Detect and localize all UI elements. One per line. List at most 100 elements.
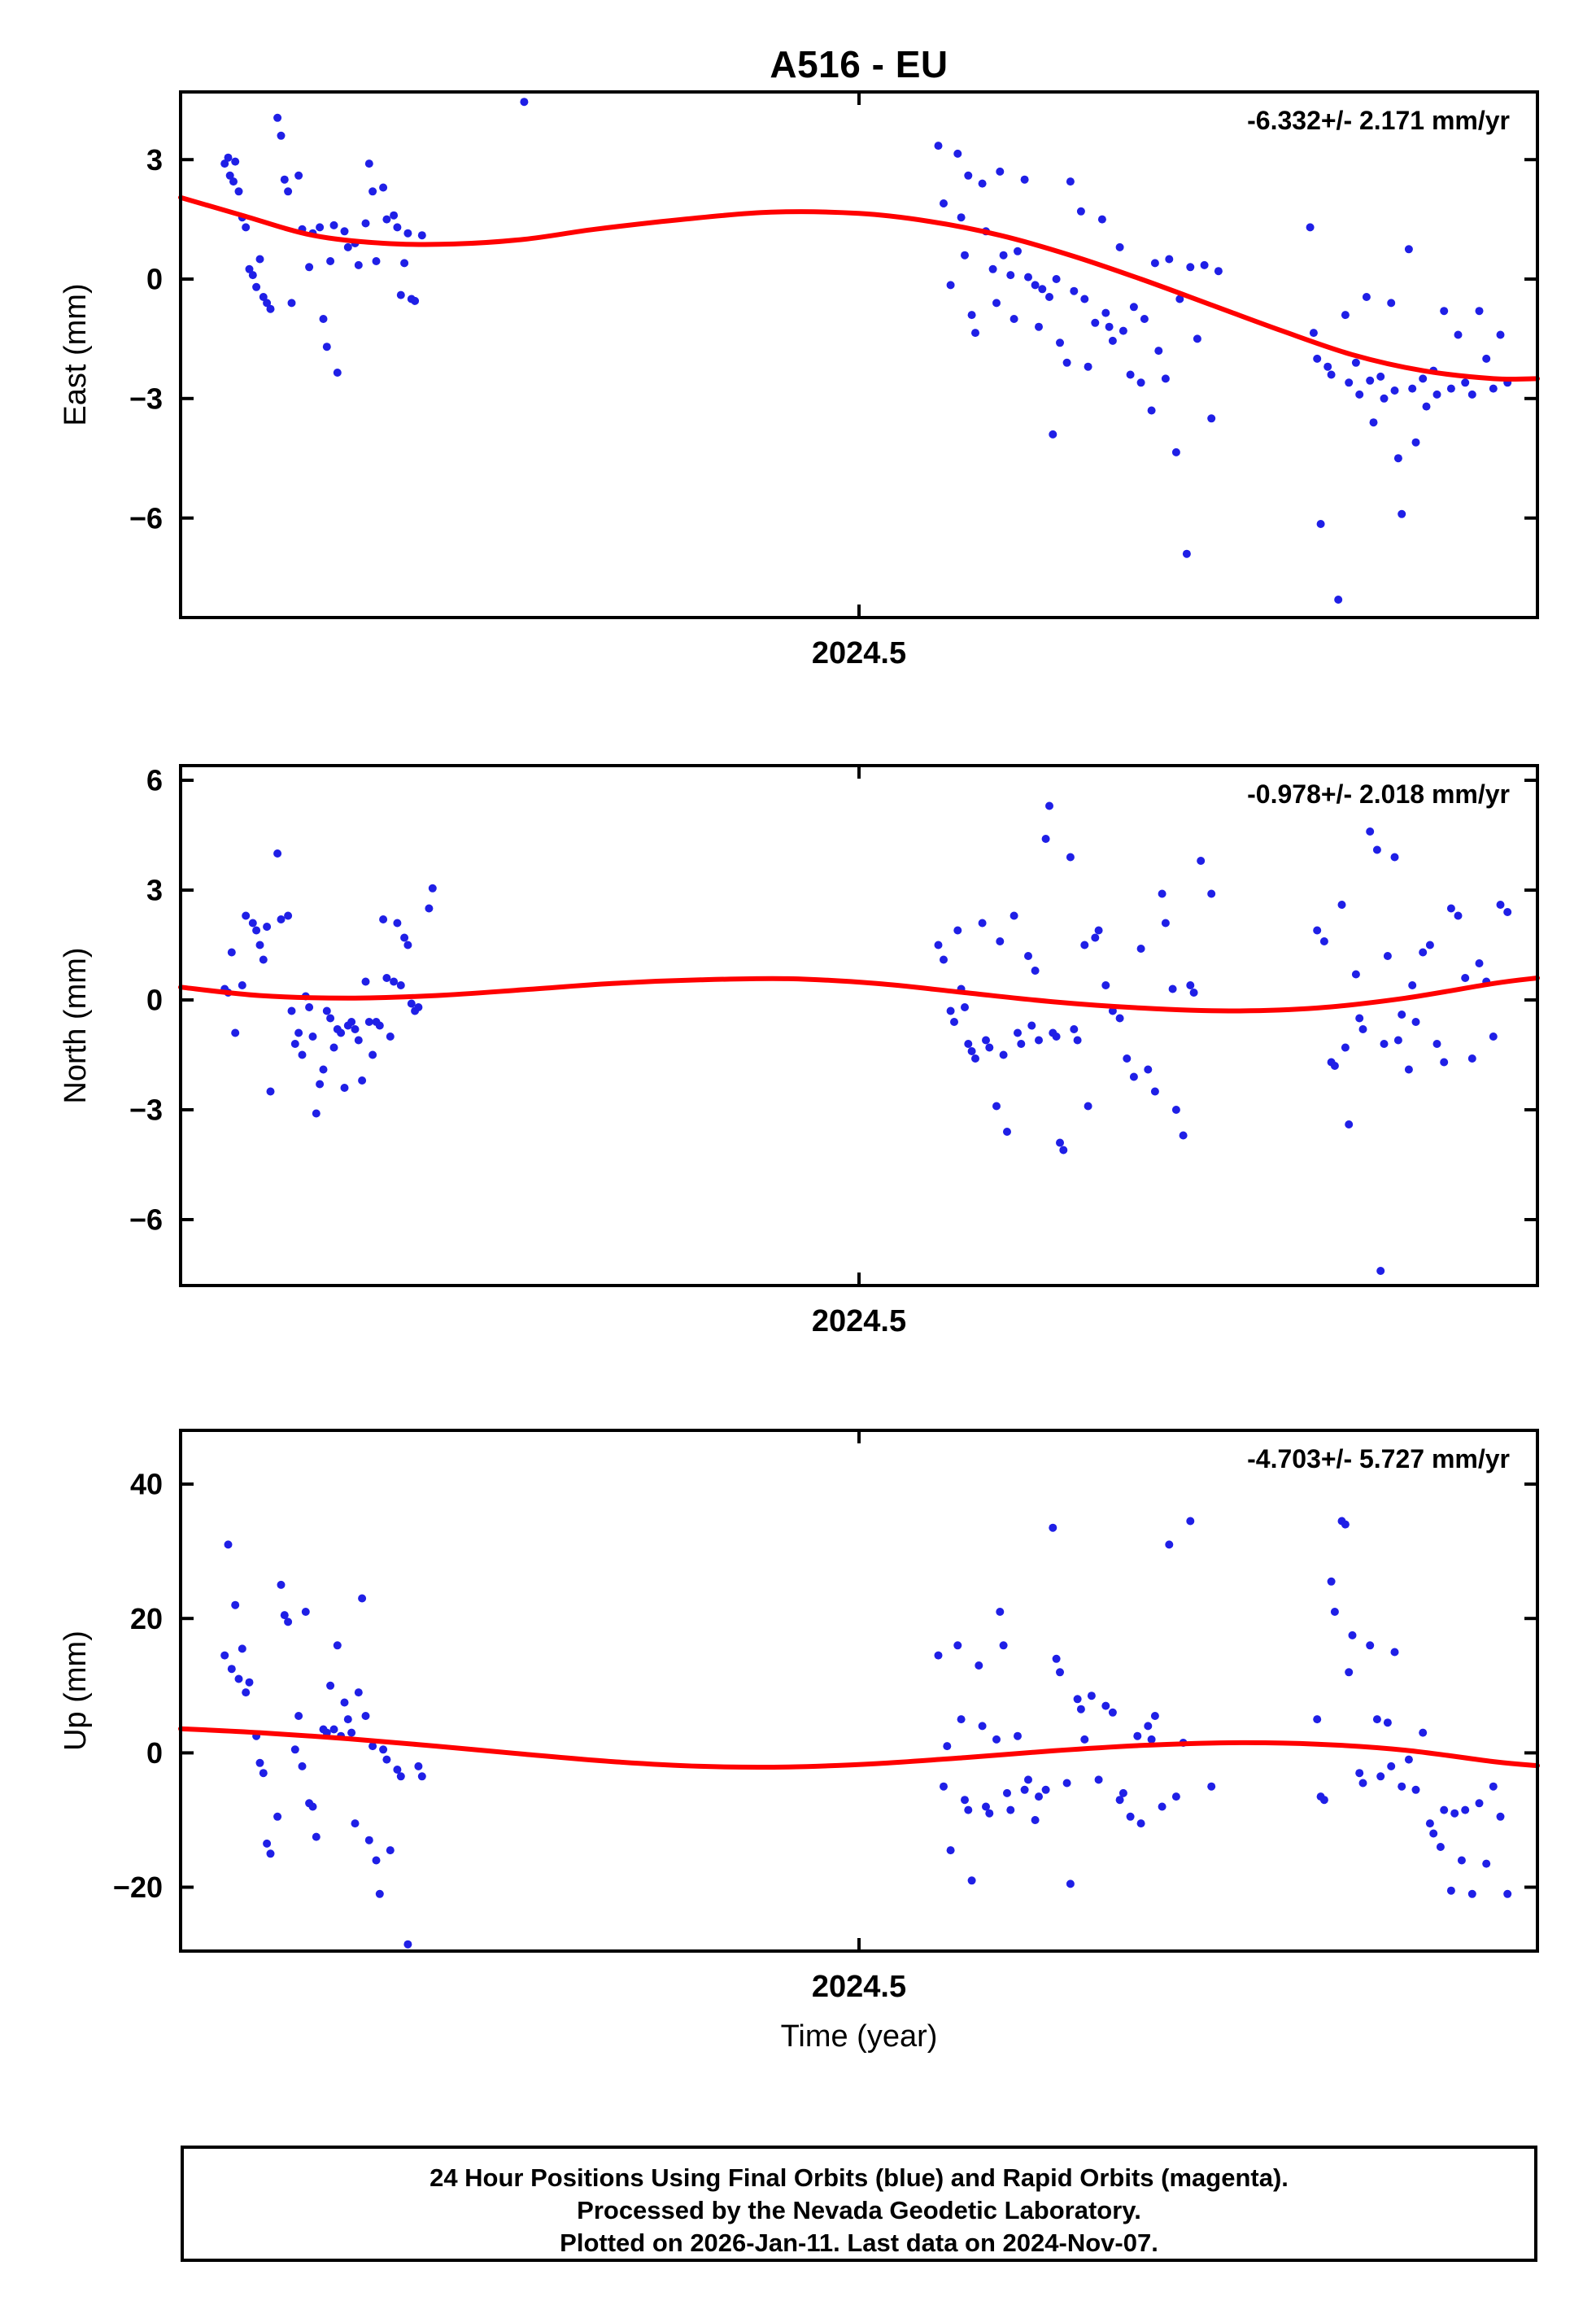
data-point xyxy=(1101,981,1110,989)
data-point xyxy=(1461,974,1470,982)
data-point xyxy=(252,282,261,291)
y-tick-label: −6 xyxy=(129,1203,163,1237)
data-point xyxy=(1355,1769,1364,1778)
data-point xyxy=(294,1028,303,1037)
data-point xyxy=(231,1600,240,1609)
data-point xyxy=(967,311,976,320)
data-point xyxy=(1024,1775,1032,1784)
data-point xyxy=(999,251,1008,260)
data-point xyxy=(224,1540,233,1549)
y-axis-title: Up (mm) xyxy=(59,1631,93,1751)
data-point xyxy=(1398,1011,1406,1019)
data-point xyxy=(351,1819,360,1828)
data-point xyxy=(414,1003,423,1011)
y-axis-title: East (mm) xyxy=(59,283,93,426)
data-point xyxy=(329,220,338,229)
data-point xyxy=(1101,308,1110,317)
data-point xyxy=(1503,1889,1512,1898)
data-point xyxy=(277,915,286,923)
data-point xyxy=(1147,1735,1156,1744)
data-point xyxy=(940,1782,948,1791)
data-point xyxy=(428,884,437,893)
data-point xyxy=(961,1796,969,1805)
data-point xyxy=(961,251,969,260)
data-point xyxy=(238,1644,246,1653)
data-point xyxy=(403,941,412,950)
data-point xyxy=(390,211,399,220)
data-point xyxy=(1327,1577,1336,1586)
data-point xyxy=(1094,926,1103,935)
north-panel-chart: 6 3 0 −3 −6 2024.5 North (mm) -0.978+/- 2.018 m… xyxy=(59,764,1540,1338)
data-point xyxy=(1189,989,1198,997)
data-point xyxy=(1038,285,1047,294)
data-point xyxy=(985,1043,994,1052)
data-point xyxy=(1337,901,1346,909)
data-point xyxy=(1014,247,1022,255)
data-point xyxy=(333,369,342,377)
data-point xyxy=(1475,307,1484,316)
data-point xyxy=(1073,1036,1082,1045)
data-point xyxy=(319,1065,328,1074)
data-point xyxy=(1313,354,1322,363)
data-point xyxy=(1024,952,1032,960)
data-point xyxy=(950,1018,958,1026)
data-point xyxy=(1345,1120,1354,1128)
data-point xyxy=(1006,271,1015,280)
data-point xyxy=(992,1102,1001,1111)
data-point xyxy=(1041,1785,1050,1794)
data-point xyxy=(263,1839,272,1848)
data-point xyxy=(1341,311,1350,320)
data-point xyxy=(957,1715,966,1724)
data-point xyxy=(1056,1138,1064,1147)
data-point xyxy=(1014,1028,1022,1037)
data-point xyxy=(1390,1648,1399,1657)
data-point xyxy=(316,1080,325,1089)
data-point xyxy=(1475,959,1484,967)
data-point xyxy=(277,131,286,140)
data-point xyxy=(1380,394,1389,403)
data-point xyxy=(284,187,293,196)
data-point xyxy=(322,1006,331,1015)
x-tick-label: 2024.5 xyxy=(812,1970,906,2004)
rate-annotation: -6.332+/- 2.171 mm/yr xyxy=(1247,106,1510,135)
footer-caption-box: 24 Hour Positions Using Final Orbits (bl… xyxy=(181,2146,1537,2262)
footer-line-processed: Processed by the Nevada Geodetic Laborat… xyxy=(577,2196,1141,2224)
data-point xyxy=(347,1018,356,1026)
data-point xyxy=(1482,354,1491,363)
data-point xyxy=(358,1076,367,1085)
data-point xyxy=(1446,1886,1455,1895)
data-point xyxy=(1115,1014,1124,1023)
data-point xyxy=(1404,1755,1413,1764)
data-point xyxy=(1372,845,1381,854)
data-point xyxy=(1489,384,1498,393)
data-point xyxy=(1372,1715,1381,1724)
data-point xyxy=(379,183,388,192)
data-point xyxy=(1158,889,1166,898)
data-point xyxy=(978,919,987,928)
data-point xyxy=(978,179,987,188)
data-point xyxy=(1108,1708,1117,1717)
data-point xyxy=(1461,378,1470,387)
data-point xyxy=(368,1742,377,1751)
data-point xyxy=(375,1021,384,1030)
data-point xyxy=(1419,948,1428,957)
data-point xyxy=(1123,1054,1132,1063)
data-point xyxy=(1351,970,1360,979)
data-point xyxy=(1341,1520,1350,1529)
data-point xyxy=(1411,1785,1420,1794)
data-point xyxy=(1393,454,1402,463)
data-point xyxy=(319,315,328,323)
y-tick-label: 40 xyxy=(130,1468,163,1501)
data-point xyxy=(1419,374,1428,383)
data-point xyxy=(961,1003,969,1011)
data-point xyxy=(1165,1540,1174,1549)
data-point xyxy=(333,1641,342,1650)
data-point xyxy=(1461,1805,1470,1814)
data-point xyxy=(940,955,948,964)
data-point xyxy=(382,1755,391,1764)
data-point xyxy=(1094,1775,1103,1784)
data-point xyxy=(1429,1829,1438,1838)
data-point xyxy=(1383,952,1392,960)
data-point xyxy=(1419,1728,1428,1737)
data-point xyxy=(1489,1782,1498,1791)
